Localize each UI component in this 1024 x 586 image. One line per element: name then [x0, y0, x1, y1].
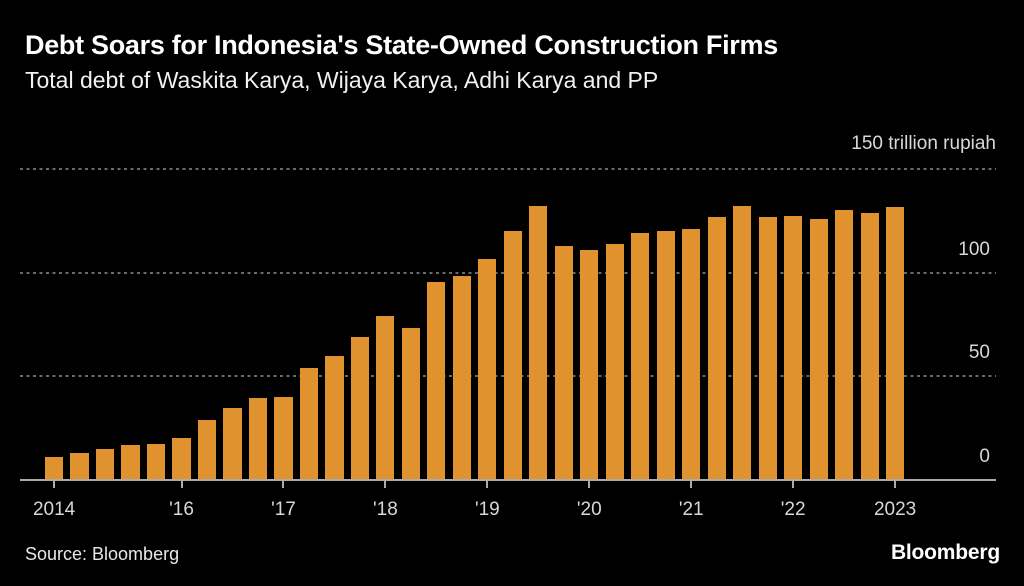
- x-tick-label: '16: [169, 499, 194, 520]
- x-tick-label: 2023: [873, 499, 917, 520]
- y-tick-label: 50: [968, 342, 990, 364]
- bar: [758, 216, 777, 480]
- bar: [427, 282, 446, 480]
- bar: [503, 231, 522, 480]
- bar: [45, 457, 64, 480]
- x-tick-label: '21: [678, 499, 704, 520]
- bar: [172, 437, 191, 480]
- x-tick-label: 2014: [32, 499, 76, 520]
- x-axis-tick: [486, 480, 489, 488]
- x-axis-tick: [53, 480, 56, 488]
- bar: [886, 207, 905, 480]
- bar: [835, 210, 854, 480]
- bar: [376, 316, 395, 480]
- bar: [325, 355, 344, 480]
- y-tick-label: 0: [979, 446, 990, 467]
- x-tick-label: '19: [474, 499, 500, 520]
- plot-area: 2014 '16 '17 '18 '19 '20 '21 '22 2023: [20, 168, 996, 520]
- bar: [223, 408, 242, 480]
- bar: [682, 229, 701, 480]
- chart-title: Debt Soars for Indonesia's State-Owned C…: [25, 30, 778, 60]
- x-axis-tick: [180, 480, 183, 488]
- bar: [707, 216, 726, 480]
- bar: [605, 243, 624, 480]
- bar: [146, 443, 166, 480]
- x-axis-tick: [588, 480, 591, 488]
- bar: [95, 448, 115, 480]
- bar: [580, 249, 599, 480]
- bar: [478, 259, 497, 480]
- x-axis-tick: [384, 480, 387, 488]
- bar: [248, 398, 268, 480]
- bar: [784, 215, 803, 480]
- gridline-150: [20, 168, 996, 170]
- bar: [299, 368, 319, 480]
- bar: [70, 453, 89, 480]
- y-axis-unit-label: 150 trillion rupiah: [851, 133, 996, 154]
- x-axis-tick: [690, 480, 693, 488]
- x-tick-label: '17: [271, 499, 296, 520]
- bar: [452, 275, 471, 480]
- bar: [656, 231, 675, 480]
- bar: [401, 327, 420, 480]
- bar: [554, 245, 573, 480]
- bar: [809, 218, 828, 480]
- x-axis-tick: [282, 480, 285, 488]
- source-label: Source: Bloomberg: [25, 544, 180, 564]
- bar: [350, 336, 369, 480]
- bar: [121, 444, 140, 480]
- bar: [197, 419, 217, 480]
- bar: [529, 206, 548, 480]
- chart-subtitle: Total debt of Waskita Karya, Wijaya Kary…: [25, 67, 659, 93]
- y-tick-label: 100: [958, 238, 990, 260]
- bloomberg-logo: Bloomberg: [890, 541, 1000, 564]
- x-tick-label: '20: [576, 499, 602, 520]
- x-axis-tick: [792, 480, 795, 488]
- x-axis-line: [20, 479, 996, 481]
- bar: [274, 397, 293, 480]
- bar: [631, 233, 650, 480]
- x-tick-label: '22: [780, 499, 806, 520]
- x-axis-tick: [894, 480, 897, 488]
- x-tick-label: '18: [373, 499, 398, 520]
- bar: [733, 206, 752, 480]
- bar: [860, 212, 879, 480]
